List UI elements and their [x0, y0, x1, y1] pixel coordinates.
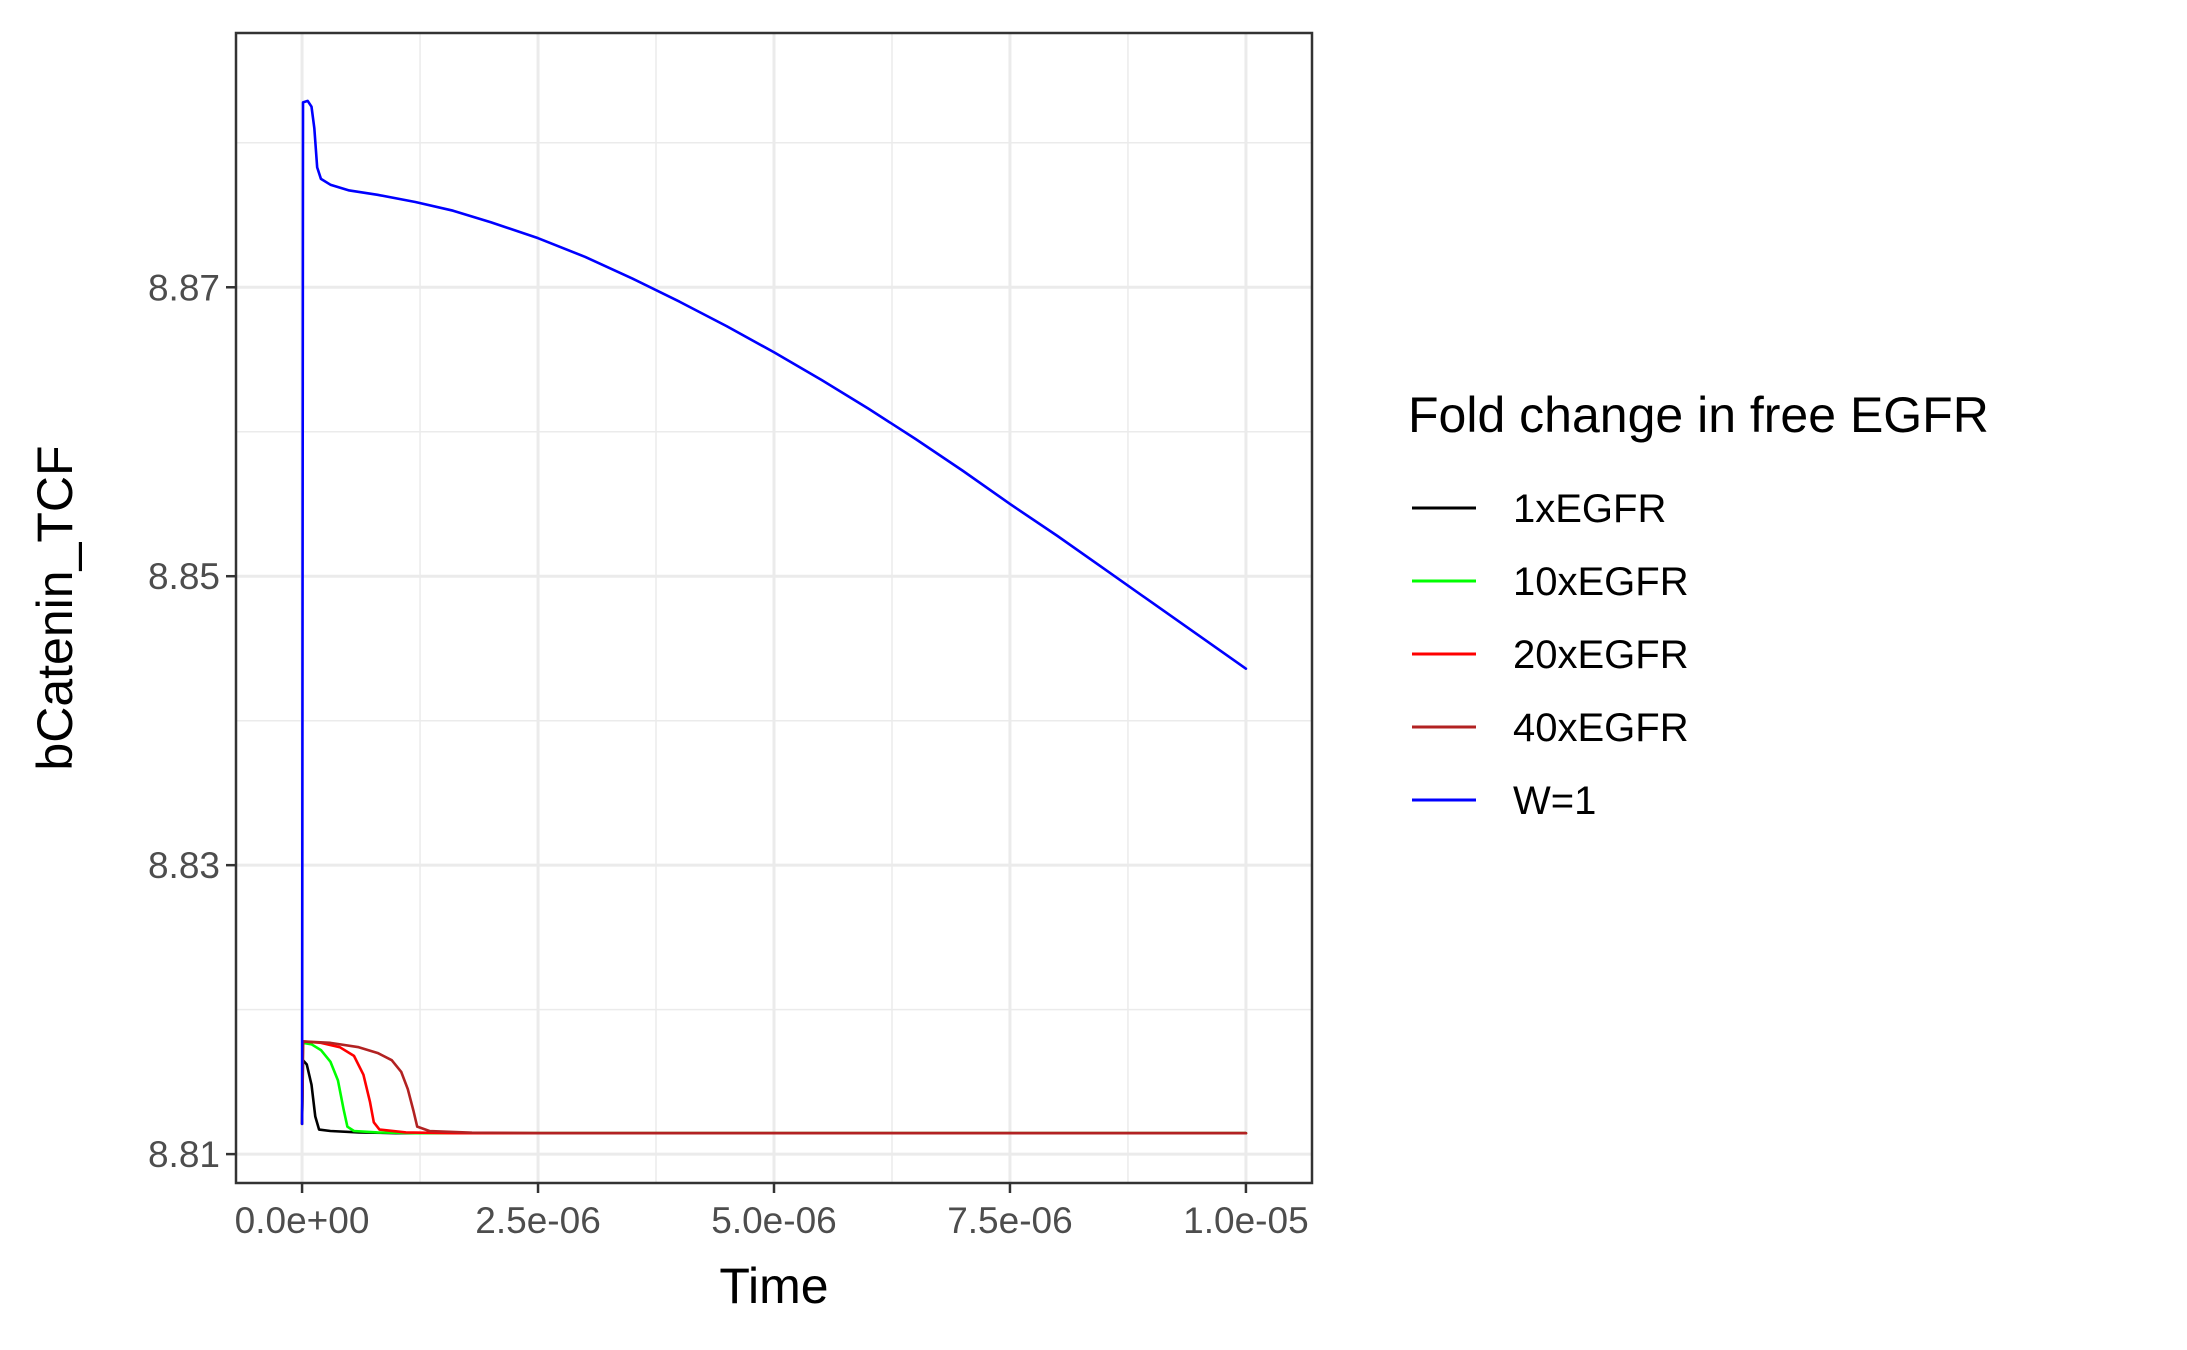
- x-tick-label: 2.5e-06: [475, 1200, 601, 1241]
- x-tick-label: 7.5e-06: [947, 1200, 1073, 1241]
- legend-label: 40xEGFR: [1513, 706, 1689, 750]
- legend-label: 20xEGFR: [1513, 633, 1689, 677]
- legend-items: 1xEGFR 10xEGFR 20xEGFR 40xEGFR W=1: [1412, 487, 1689, 823]
- y-tick-label: 8.87: [148, 267, 220, 308]
- x-axis: 0.0e+00 2.5e-06 5.0e-06 7.5e-06 1.0e-05: [235, 1183, 1309, 1241]
- y-tick-label: 8.83: [148, 845, 220, 886]
- legend-label: W=1: [1513, 779, 1596, 823]
- legend-label: 10xEGFR: [1513, 560, 1689, 604]
- y-axis-title: bCatenin_TCF: [27, 445, 83, 770]
- y-tick-label: 8.81: [148, 1134, 220, 1175]
- series-lines: [300, 99, 1248, 1135]
- y-tick-label: 8.85: [148, 556, 220, 597]
- x-tick-label: 5.0e-06: [711, 1200, 837, 1241]
- x-tick-label: 1.0e-05: [1183, 1200, 1309, 1241]
- series-line-40xegfr: [300, 1040, 1248, 1135]
- legend: Fold change in free EGFR 1xEGFR 10xEGFR 20…: [1408, 387, 1989, 823]
- legend-label: 1xEGFR: [1513, 487, 1666, 531]
- series-line-10xegfr: [300, 1041, 1248, 1135]
- series-line-w-1: [300, 99, 1248, 1126]
- x-axis-title: Time: [719, 1258, 828, 1314]
- y-axis: 8.81 8.83 8.85 8.87: [148, 267, 236, 1175]
- legend-title: Fold change in free EGFR: [1408, 387, 1989, 443]
- x-tick-label: 0.0e+00: [235, 1200, 370, 1241]
